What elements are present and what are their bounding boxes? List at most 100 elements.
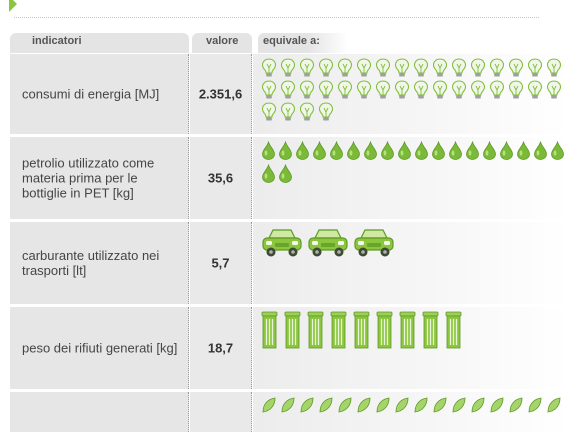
leaf-icon	[299, 396, 318, 418]
light-bulb-icon	[261, 58, 280, 80]
light-bulb-icon	[413, 58, 432, 80]
oil-drop-icon	[312, 141, 329, 164]
light-bulb-icon	[318, 102, 337, 124]
leaf-icon	[356, 396, 375, 418]
top-divider	[14, 17, 539, 18]
header-indicatori-label: indicatori	[32, 35, 82, 47]
oil-drop-icon	[363, 141, 380, 164]
icon-grid	[261, 311, 569, 351]
indicator-value: 35,6	[207, 170, 234, 186]
oil-drop-icon	[482, 141, 499, 164]
light-bulb-icon	[299, 102, 318, 124]
car-icon	[307, 226, 353, 266]
light-bulb-icon	[280, 58, 299, 80]
equivalent-cell	[253, 392, 569, 432]
value-cell	[190, 392, 252, 432]
oil-drop-icon	[346, 141, 363, 164]
light-bulb-icon	[375, 80, 394, 102]
oil-drop-icon	[431, 141, 448, 164]
row-rifiuti: peso dei rifiuti generati [kg] 18,7	[10, 307, 569, 389]
waste-bin-icon	[307, 311, 330, 351]
indicator-cell	[10, 392, 189, 432]
light-bulb-icon	[337, 80, 356, 102]
light-bulb-icon	[489, 80, 508, 102]
waste-bin-icon	[399, 311, 422, 351]
light-bulb-icon	[489, 58, 508, 80]
indicator-label: peso dei rifiuti generati [kg]	[22, 340, 178, 356]
light-bulb-icon	[451, 58, 470, 80]
leaf-icon	[375, 396, 394, 418]
light-bulb-icon	[413, 80, 432, 102]
oil-drop-icon	[261, 164, 278, 187]
indicator-label: carburante utilizzato nei trasporti [lt]	[22, 248, 160, 278]
light-bulb-icon	[527, 58, 546, 80]
oil-drop-icon	[380, 141, 397, 164]
value-cell: 5,7	[190, 222, 252, 304]
leaf-icon	[527, 396, 546, 418]
leaf-icon	[508, 396, 527, 418]
icon-grid	[261, 141, 569, 187]
row-energia: consumi di energia [MJ] 2.351,6	[10, 54, 569, 134]
light-bulb-icon	[508, 58, 527, 80]
oil-drop-icon	[278, 164, 295, 187]
icon-grid	[261, 226, 569, 266]
leaf-icon	[318, 396, 337, 418]
oil-drop-icon	[414, 141, 431, 164]
waste-bin-icon	[376, 311, 399, 351]
car-icon	[261, 226, 307, 266]
row-partial	[10, 392, 569, 432]
light-bulb-icon	[318, 58, 337, 80]
light-bulb-icon	[261, 102, 280, 124]
leaf-icon	[470, 396, 489, 418]
leaf-icon	[413, 396, 432, 418]
section-arrow-icon	[9, 0, 17, 12]
light-bulb-icon	[356, 58, 375, 80]
light-bulb-icon	[280, 80, 299, 102]
waste-bin-icon	[261, 311, 284, 351]
light-bulb-icon	[432, 58, 451, 80]
leaf-icon	[394, 396, 413, 418]
waste-bin-icon	[284, 311, 307, 351]
indicator-label: consumi di energia [MJ]	[22, 86, 160, 102]
oil-drop-icon	[397, 141, 414, 164]
light-bulb-icon	[337, 58, 356, 80]
header-valore-label: valore	[206, 35, 239, 47]
oil-drop-icon	[278, 141, 295, 164]
light-bulb-icon	[546, 80, 565, 102]
equivalent-cell	[253, 222, 569, 304]
waste-bin-icon	[445, 311, 468, 351]
oil-drop-icon	[465, 141, 482, 164]
waste-bin-icon	[353, 311, 376, 351]
leaf-icon	[280, 396, 299, 418]
leaf-icon	[489, 396, 508, 418]
oil-drop-icon	[295, 141, 312, 164]
light-bulb-icon	[261, 80, 280, 102]
leaf-icon	[451, 396, 470, 418]
car-icon	[353, 226, 399, 266]
equivalent-cell	[253, 307, 569, 389]
oil-drop-icon	[261, 141, 278, 164]
header-equivale-label: equivale a:	[263, 35, 320, 47]
light-bulb-icon	[318, 80, 337, 102]
oil-drop-icon	[329, 141, 346, 164]
equivalent-cell	[253, 137, 569, 219]
oil-drop-icon	[448, 141, 465, 164]
waste-bin-icon	[422, 311, 445, 351]
light-bulb-icon	[280, 102, 299, 124]
icon-grid	[261, 396, 569, 418]
oil-drop-icon	[499, 141, 516, 164]
indicator-value: 18,7	[207, 340, 234, 356]
icon-grid	[261, 58, 569, 124]
leaf-icon	[261, 396, 280, 418]
light-bulb-icon	[451, 80, 470, 102]
leaf-icon	[337, 396, 356, 418]
light-bulb-icon	[470, 80, 489, 102]
waste-bin-icon	[330, 311, 353, 351]
equivalent-cell	[253, 54, 569, 134]
header-indicatori: indicatori	[10, 33, 189, 53]
light-bulb-icon	[299, 80, 318, 102]
indicator-cell: peso dei rifiuti generati [kg]	[10, 307, 189, 389]
value-cell: 35,6	[190, 137, 252, 219]
indicator-value: 2.351,6	[198, 86, 243, 102]
light-bulb-icon	[356, 80, 375, 102]
